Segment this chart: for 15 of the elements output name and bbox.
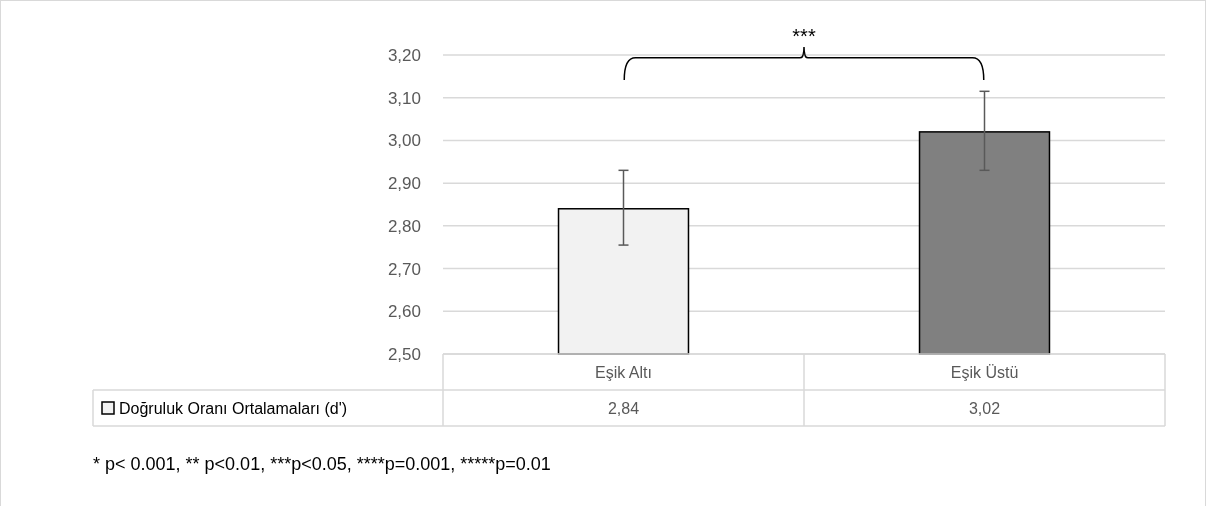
x-tick-label: Eşik Altı xyxy=(595,363,652,381)
data-label: 3,02 xyxy=(968,399,1001,417)
y-tick-label: 3,10 xyxy=(387,88,421,108)
y-tick-label: 2,50 xyxy=(387,344,421,364)
text: *** xyxy=(792,25,816,47)
y-tick-label: 2,70 xyxy=(387,259,421,279)
y-tick-label: 3,00 xyxy=(387,131,421,151)
legend-label: Doğruluk Oranı Ortalamaları (d') xyxy=(119,399,348,417)
y-tick-label: 2,80 xyxy=(387,216,421,236)
y-tick-label: 2,60 xyxy=(387,302,421,322)
data-label: 2,84 xyxy=(607,399,640,417)
y-tick-label: 3,20 xyxy=(387,45,421,65)
y-tick-label: 2,90 xyxy=(387,174,421,194)
text: * p< 0.001, ** p<0.01, ***p<0.05, ****p=0.001, *****p=0.01 xyxy=(93,454,551,474)
x-tick-label: Eşik Üstü xyxy=(950,363,1019,381)
